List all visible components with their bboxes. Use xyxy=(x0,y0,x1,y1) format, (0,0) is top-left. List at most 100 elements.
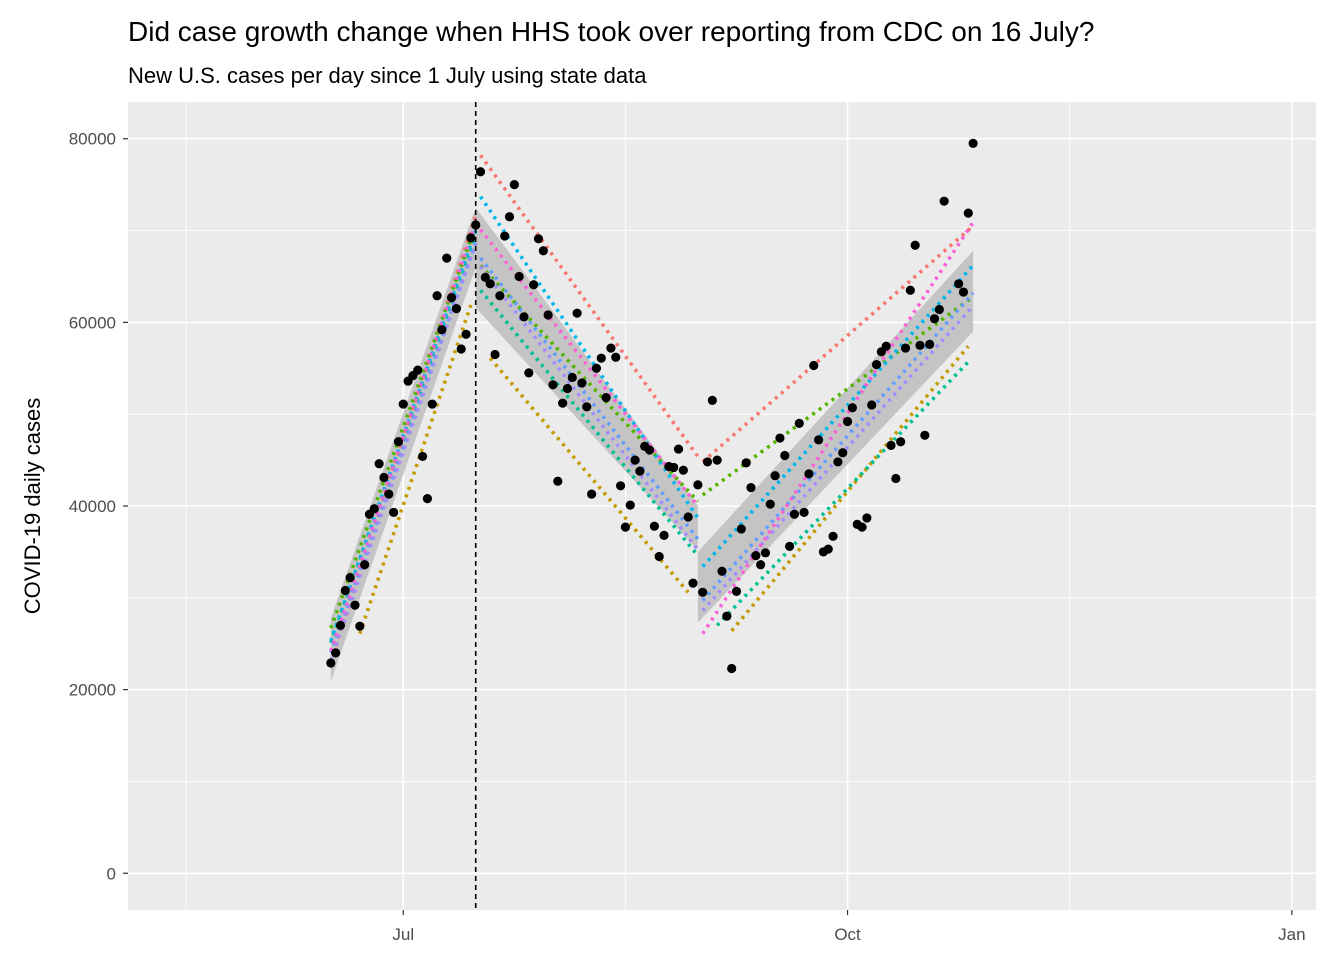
data-point xyxy=(466,233,476,243)
data-point xyxy=(857,522,867,532)
data-point xyxy=(345,573,355,583)
trend-line-segment xyxy=(701,264,975,568)
data-point xyxy=(746,483,756,493)
data-point xyxy=(495,291,505,301)
data-point xyxy=(727,663,737,674)
data-point xyxy=(451,303,461,314)
chart-title: Did case growth change when HHS took ove… xyxy=(128,16,1094,47)
trend-line-segment xyxy=(329,242,478,661)
data-point xyxy=(707,395,717,406)
data-point xyxy=(900,343,911,353)
data-point xyxy=(355,621,365,631)
data-point xyxy=(683,512,693,522)
data-point xyxy=(698,587,708,597)
trend-line-segment xyxy=(479,264,700,503)
data-point xyxy=(760,548,771,558)
data-point xyxy=(509,180,519,190)
trend-line-segment xyxy=(479,256,700,541)
data-point xyxy=(350,600,360,610)
major-gridlines xyxy=(128,102,1316,910)
data-point xyxy=(475,167,486,177)
data-point xyxy=(369,504,379,514)
data-point xyxy=(925,339,935,349)
chart-subtitle: New U.S. cases per day since 1 July usin… xyxy=(128,63,647,88)
data-point xyxy=(968,138,978,148)
data-point xyxy=(524,368,534,378)
data-point xyxy=(591,363,602,373)
data-point xyxy=(828,531,838,541)
data-point xyxy=(504,212,515,222)
data-point xyxy=(838,448,848,458)
data-point xyxy=(519,312,529,322)
trend-line-segment xyxy=(488,357,690,594)
data-point xyxy=(485,279,495,289)
data-point xyxy=(625,500,635,510)
data-point xyxy=(963,208,973,218)
data-point xyxy=(823,544,833,554)
data-point xyxy=(659,530,669,540)
data-point xyxy=(326,658,336,668)
data-point xyxy=(736,524,746,534)
data-point xyxy=(954,279,964,289)
data-point xyxy=(920,430,930,440)
data-point xyxy=(529,280,539,290)
trend-line-segment xyxy=(358,304,473,635)
data-point xyxy=(669,462,679,473)
data-point xyxy=(393,437,404,447)
data-point xyxy=(891,473,901,484)
x-axis: Jul Oct Jan xyxy=(392,910,1306,944)
data-point xyxy=(862,513,872,523)
data-point xyxy=(765,499,775,509)
data-point xyxy=(813,435,824,445)
x-tick-label: Oct xyxy=(834,925,861,944)
data-point xyxy=(432,291,442,301)
data-point xyxy=(456,344,466,354)
data-point xyxy=(389,507,399,518)
data-point xyxy=(751,550,761,561)
y-tick-label: 20000 xyxy=(69,681,116,700)
data-point xyxy=(654,551,664,562)
data-point xyxy=(442,253,452,263)
data-point xyxy=(915,340,925,350)
data-point xyxy=(331,648,341,658)
daily-case-points xyxy=(326,138,978,674)
data-point xyxy=(587,489,597,499)
data-point xyxy=(413,365,423,375)
data-point xyxy=(775,433,785,443)
y-tick-label: 0 xyxy=(107,864,116,883)
trend-line-segment xyxy=(479,289,700,557)
data-point xyxy=(958,287,969,297)
data-point xyxy=(615,481,626,491)
data-point xyxy=(611,352,621,362)
data-point xyxy=(896,437,906,447)
data-point xyxy=(934,304,944,315)
data-point xyxy=(340,585,350,596)
data-point xyxy=(910,240,920,250)
data-point xyxy=(471,220,481,230)
data-point xyxy=(446,292,457,303)
y-axis: 0 20000 40000 60000 80000 xyxy=(69,130,128,883)
data-point xyxy=(644,445,655,455)
data-point xyxy=(770,471,780,481)
data-point xyxy=(480,272,490,282)
data-point xyxy=(785,541,795,552)
data-point xyxy=(620,522,631,532)
data-point xyxy=(567,372,577,383)
data-point xyxy=(678,465,688,475)
data-point xyxy=(833,457,843,467)
data-point xyxy=(606,343,616,353)
data-point xyxy=(717,566,727,576)
data-point xyxy=(867,400,877,410)
data-point xyxy=(789,509,800,519)
data-point xyxy=(543,310,553,320)
data-point xyxy=(533,234,544,244)
data-point xyxy=(799,507,809,518)
data-point xyxy=(756,560,766,570)
data-point xyxy=(601,393,611,403)
y-tick-label: 80000 xyxy=(69,130,116,149)
data-point xyxy=(886,440,896,450)
data-point xyxy=(842,416,853,427)
data-point xyxy=(630,455,640,465)
data-point xyxy=(417,451,428,462)
